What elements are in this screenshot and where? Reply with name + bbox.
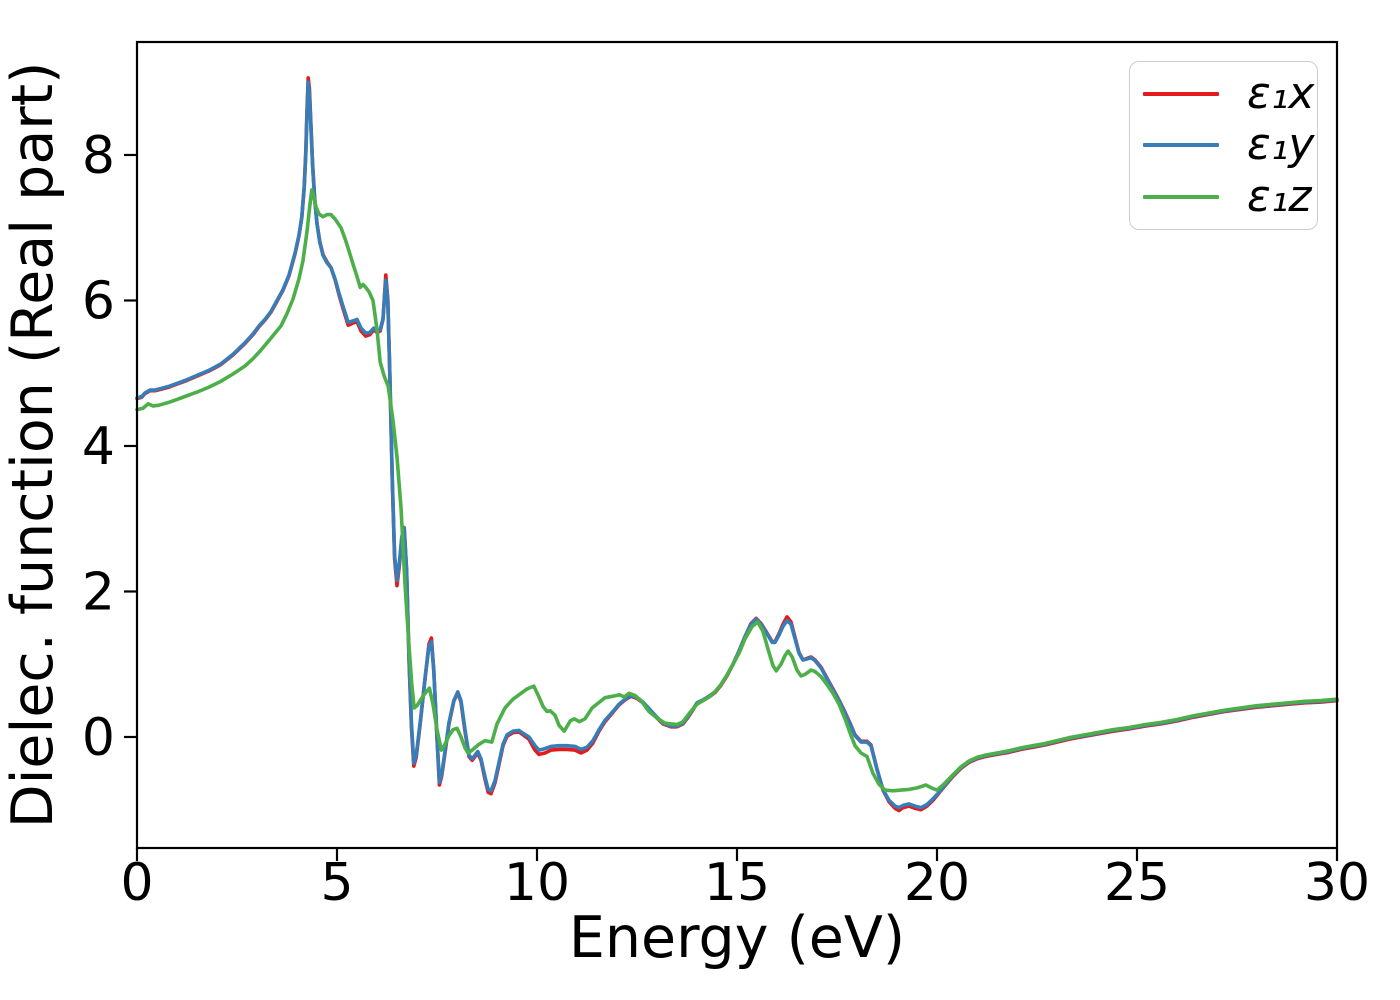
legend-line-green	[1143, 195, 1219, 200]
y-tick-label: 4	[82, 417, 115, 477]
legend-item-e1z: ε₁z	[1130, 175, 1317, 219]
x-tick-label: 5	[320, 853, 353, 913]
y-tick-label: 2	[82, 562, 115, 622]
series-group	[135, 76, 1339, 813]
legend-item-e1x: ε₁x	[1130, 67, 1317, 119]
x-tick-label: 10	[504, 853, 570, 913]
x-tick-label: 0	[120, 853, 153, 913]
legend-line-red	[1143, 91, 1219, 96]
legend-line-blue	[1143, 143, 1219, 148]
legend-label-e1z: ε₁z	[1247, 171, 1312, 223]
x-tick-label: 25	[1104, 853, 1170, 913]
y-axis-label: Dielec. function (Real part)	[0, 62, 66, 829]
x-tick-label: 30	[1304, 853, 1370, 913]
legend: ε₁x ε₁y ε₁z	[1129, 61, 1318, 230]
y-tick-label: 6	[82, 271, 115, 331]
legend-label-e1x: ε₁x	[1247, 67, 1315, 119]
x-tick-label: 20	[904, 853, 970, 913]
x-tick-label: 15	[704, 853, 770, 913]
legend-label-e1y: ε₁y	[1247, 119, 1315, 171]
ticks-group: 0 5 10 15 20 25 30 0 2 4 6 8	[82, 126, 1370, 913]
series-line-epsilon1y	[135, 80, 1339, 810]
legend-item-e1y: ε₁y	[1130, 123, 1317, 167]
series-line-epsilon1z	[135, 188, 1339, 793]
y-tick-label: 8	[82, 126, 115, 186]
x-axis-label: Energy (eV)	[569, 905, 905, 971]
y-tick-label: 0	[82, 708, 115, 768]
